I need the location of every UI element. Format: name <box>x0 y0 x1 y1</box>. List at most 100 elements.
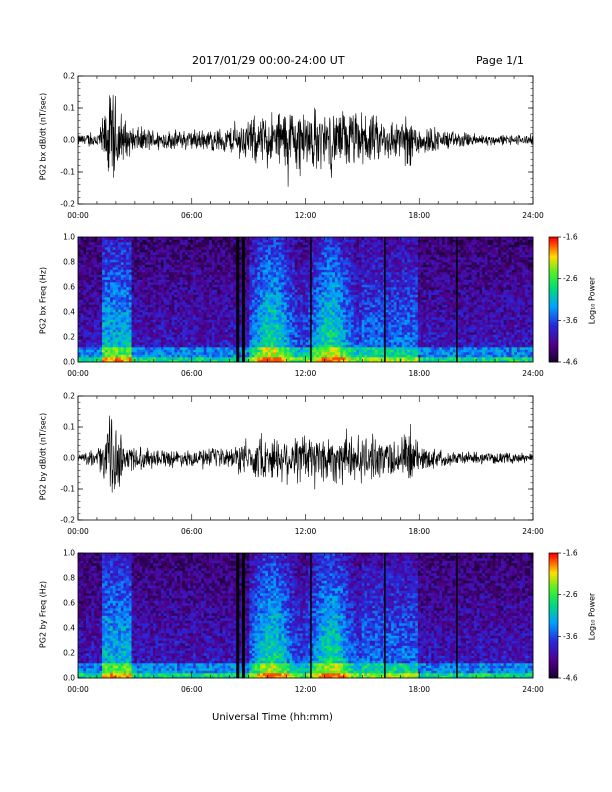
heatmap-cell <box>222 334 226 338</box>
heatmap-cell <box>276 274 280 278</box>
heatmap-cell <box>219 267 223 270</box>
heatmap-cell <box>171 284 175 288</box>
heatmap-cell <box>302 337 306 340</box>
heatmap-cell <box>120 294 124 298</box>
heatmap-cell <box>233 342 237 345</box>
heatmap-cell <box>83 359 87 363</box>
heatmap-cell <box>310 322 314 325</box>
heatmap-cell <box>332 339 336 343</box>
heatmap-cell <box>281 357 285 360</box>
heatmap-cell <box>78 279 81 283</box>
heatmap-cell <box>254 329 258 333</box>
heatmap-cell <box>198 312 202 315</box>
heatmap-cell <box>169 294 172 298</box>
heatmap-cell <box>177 242 181 245</box>
heatmap-cell <box>166 357 170 360</box>
heatmap-cell <box>316 342 320 345</box>
heatmap-cell <box>276 257 280 260</box>
heatmap-cell <box>185 287 189 290</box>
heatmap-cell <box>179 269 183 273</box>
heatmap-cell <box>292 309 296 313</box>
heatmap-cell <box>120 317 124 320</box>
heatmap-cell <box>332 319 336 323</box>
heatmap-cell <box>160 357 164 360</box>
heatmap-cell <box>286 317 290 320</box>
heatmap-cell <box>104 247 108 250</box>
heatmap-cell <box>174 302 178 305</box>
heatmap-cell <box>126 267 130 270</box>
heatmap-cell <box>324 324 328 328</box>
heatmap-cell <box>308 294 312 298</box>
heatmap-cell <box>147 319 151 323</box>
heatmap-cell <box>316 327 320 330</box>
heatmap-cell <box>238 304 242 308</box>
heatmap-cell <box>177 264 181 268</box>
heatmap-cell <box>265 284 269 288</box>
heatmap-cell <box>334 252 338 255</box>
heatmap-cell <box>289 252 293 255</box>
heatmap-cell <box>278 264 282 268</box>
heatmap-cell <box>214 264 218 268</box>
heatmap-cell <box>139 357 143 360</box>
heatmap-cell <box>198 344 202 348</box>
heatmap-cell <box>206 289 210 293</box>
heatmap-cell <box>99 242 103 245</box>
heatmap-cell <box>126 262 130 265</box>
heatmap-cell <box>203 247 207 250</box>
heatmap-cell <box>329 292 333 295</box>
heatmap-cell <box>91 352 95 355</box>
heatmap-cell <box>286 247 290 250</box>
heatmap-cell <box>225 312 229 315</box>
heatmap-cell <box>88 257 92 260</box>
heatmap-cell <box>257 337 261 340</box>
heatmap-cell <box>246 264 250 268</box>
heatmap-cell <box>139 277 143 280</box>
heatmap-cell <box>300 249 304 253</box>
heatmap-cell <box>308 267 312 270</box>
heatmap-cell <box>171 259 175 263</box>
heatmap-cell <box>174 274 178 278</box>
heatmap-cell <box>112 352 116 355</box>
heatmap-cell <box>302 277 306 280</box>
heatmap-cell <box>321 297 325 300</box>
heatmap-cell <box>166 329 170 333</box>
heatmap-cell <box>281 322 285 325</box>
heatmap-cell <box>270 307 274 310</box>
heatmap-cell <box>254 304 258 308</box>
heatmap-cell <box>289 274 293 278</box>
heatmap-cell <box>305 304 309 308</box>
heatmap-cell <box>182 317 186 320</box>
heatmap-cell <box>243 289 247 293</box>
heatmap-cell <box>305 299 309 303</box>
heatmap-cell <box>268 282 272 285</box>
heatmap-cell <box>147 302 151 305</box>
heatmap-cell <box>174 299 178 303</box>
heatmap-cell <box>313 267 317 270</box>
heatmap-cell <box>86 274 90 278</box>
heatmap-cell <box>273 292 277 295</box>
heatmap-cell <box>80 242 84 245</box>
heatmap-cell <box>182 239 186 243</box>
heatmap-cell <box>139 347 143 350</box>
heatmap-cell <box>230 292 234 295</box>
heatmap-cell <box>190 317 194 320</box>
heatmap-cell <box>147 274 151 278</box>
heatmap-cell <box>126 352 130 355</box>
heatmap-cell <box>83 347 87 350</box>
heatmap-cell <box>273 267 277 270</box>
heatmap-cell <box>182 357 186 360</box>
heatmap-cell <box>270 252 274 255</box>
heatmap-cell <box>139 249 143 253</box>
heatmap-cell <box>171 347 175 350</box>
heatmap-cell <box>94 284 98 288</box>
heatmap-cell <box>128 312 132 315</box>
heatmap-cell <box>177 249 181 253</box>
heatmap-cell <box>174 304 178 308</box>
heatmap-cell <box>155 257 159 260</box>
heatmap-cell <box>142 347 146 350</box>
heatmap-cell <box>91 272 95 275</box>
heatmap-cell <box>136 244 140 248</box>
heatmap-cell <box>136 254 140 258</box>
heatmap-cell <box>96 297 100 300</box>
heatmap-cell <box>131 299 135 303</box>
